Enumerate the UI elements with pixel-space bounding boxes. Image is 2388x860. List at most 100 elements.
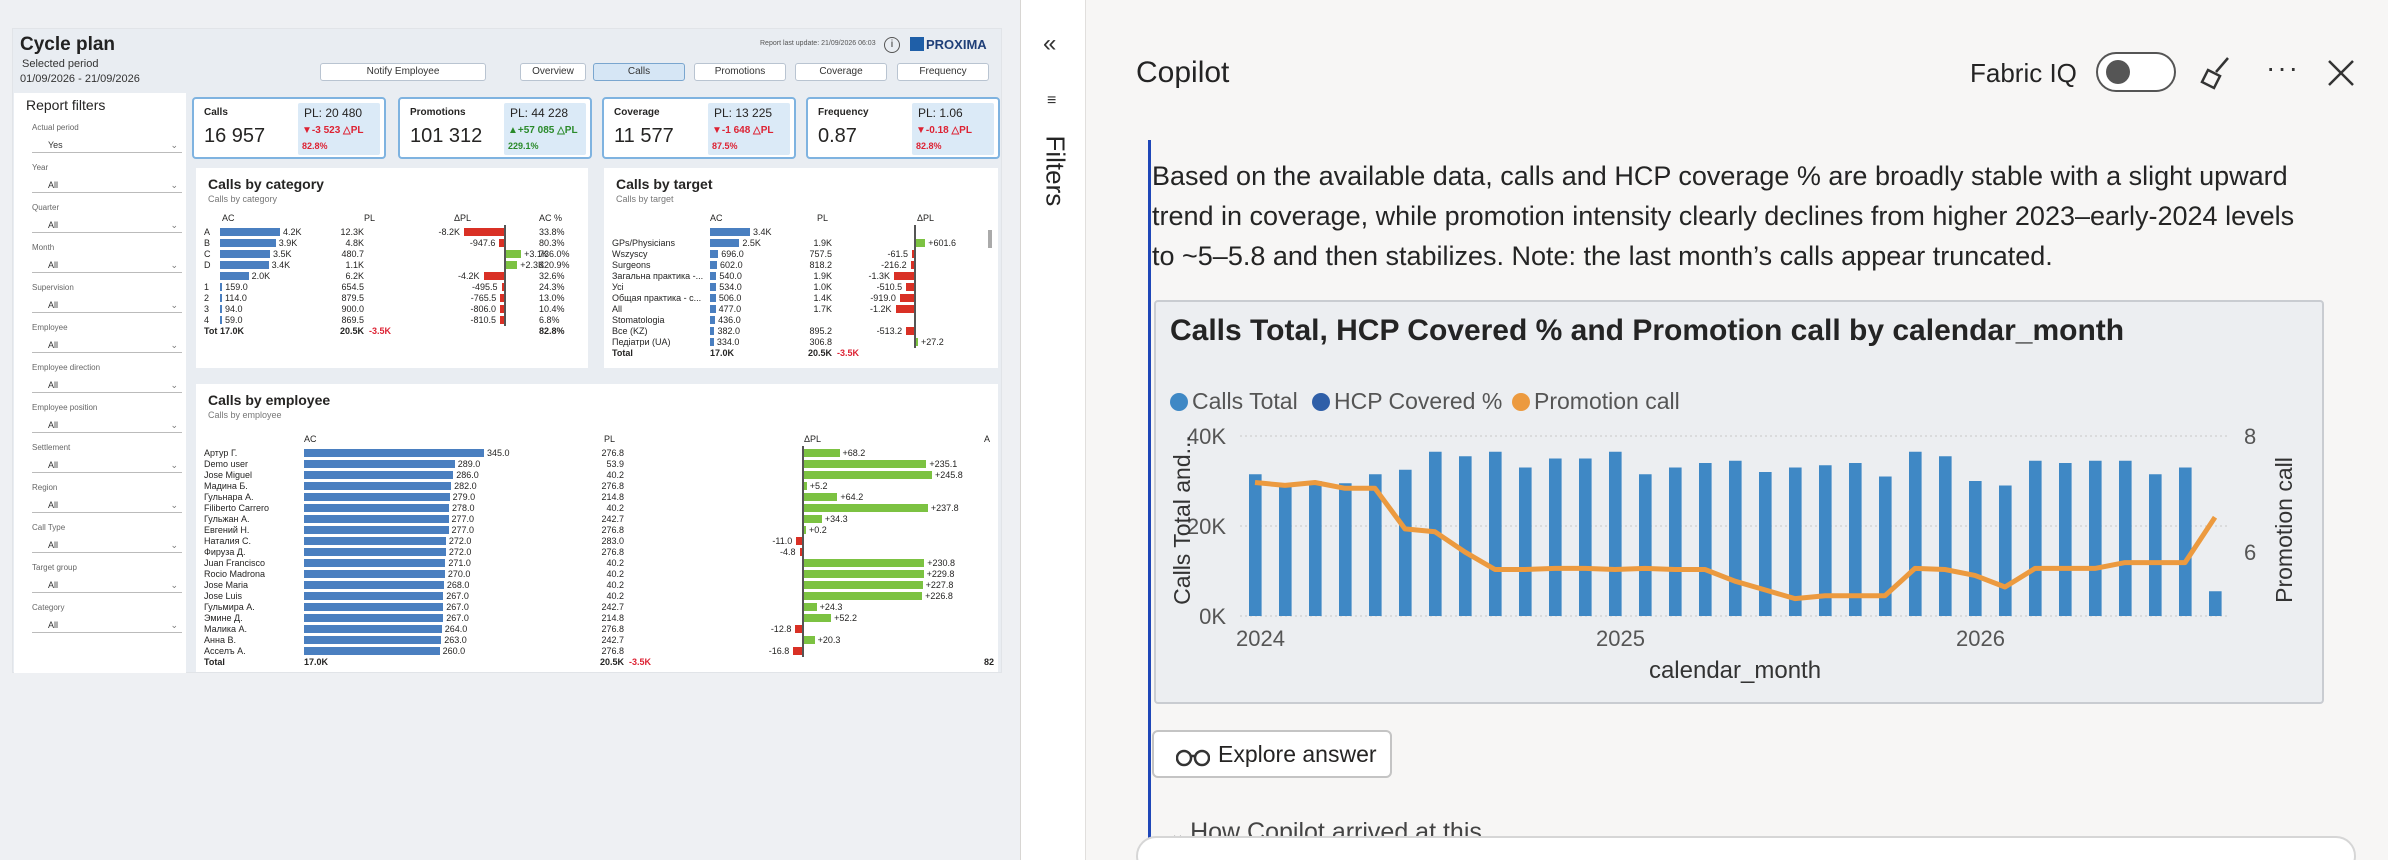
table-row[interactable]: GPs/Physicians 2.5K 1.9K +601.6 [612, 238, 992, 249]
calls-total-bar[interactable] [1759, 472, 1772, 616]
table-row[interactable]: Наталия С. 272.0 283.0 -11.0 [204, 536, 994, 547]
nav-button-promotions[interactable]: Promotions [694, 63, 786, 81]
table-row[interactable]: Stomatologia 436.0 [612, 315, 992, 326]
table-row[interactable]: Rocio Madrona 270.0 40.2 +229.8 [204, 569, 994, 580]
table-row[interactable]: 3 94.0 900.0 -806.0 10.4% [204, 304, 584, 315]
calls-total-bar[interactable] [1249, 474, 1262, 616]
expand-chevron-icon[interactable]: « [1043, 30, 1057, 57]
filter-select[interactable]: All ⌄ [32, 257, 182, 273]
calls-total-bar[interactable] [2089, 460, 2102, 616]
table-row[interactable]: Все (KZ) 382.0 895.2 -513.2 [612, 326, 992, 337]
table-row[interactable]: 1 159.0 654.5 -495.5 24.3% [204, 282, 584, 293]
calls-total-bar[interactable] [1489, 451, 1502, 616]
legend-item-calls-total[interactable]: Calls Total [1170, 388, 1298, 415]
filter-select[interactable]: All ⌄ [32, 297, 182, 313]
table-row[interactable]: Jose Luis 267.0 40.2 +226.8 [204, 591, 994, 602]
calls-total-bar[interactable] [1459, 456, 1472, 616]
calls-total-bar[interactable] [1369, 474, 1382, 616]
table-row[interactable]: Surgeons 602.0 818.2 -216.2 [612, 260, 992, 271]
filter-select[interactable]: All ⌄ [32, 457, 182, 473]
table-row[interactable]: A 4.2K 12.3K -8.2K 33.8% [204, 227, 584, 238]
fabric-iq-toggle[interactable] [2096, 52, 2176, 92]
table-row[interactable]: Filiberto Carrero 278.0 40.2 +237.8 [204, 503, 994, 514]
calls-total-bar[interactable] [1609, 451, 1622, 616]
filter-select[interactable]: All ⌄ [32, 577, 182, 593]
calls-total-bar[interactable] [1549, 458, 1562, 617]
table-row[interactable]: C 3.5K 480.7 +3.1K 736.0% [204, 249, 584, 260]
nav-button-calls[interactable]: Calls [593, 63, 685, 81]
legend-item-hcp-covered[interactable]: HCP Covered % [1312, 388, 1502, 415]
table-row[interactable]: 4 59.0 869.5 -810.5 6.8% [204, 315, 584, 326]
table-row[interactable]: Усі 534.0 1.0K -510.5 [612, 282, 992, 293]
calls-total-bar[interactable] [1639, 474, 1652, 616]
nav-button-coverage[interactable]: Coverage [795, 63, 887, 81]
filter-select[interactable]: All ⌄ [32, 417, 182, 433]
promotion-call-line[interactable] [1254, 480, 2218, 602]
table-row[interactable]: Загальна практика -... 540.0 1.9K -1.3K [612, 271, 992, 282]
table-row[interactable]: Фируза Д. 272.0 276.8 -4.8 [204, 547, 994, 558]
filter-select[interactable]: Yes ⌄ [32, 137, 182, 153]
more-options-icon[interactable]: ··· [2266, 52, 2300, 83]
calls-total-bar[interactable] [2029, 460, 2042, 616]
filter-select[interactable]: All ⌄ [32, 177, 182, 193]
calls-total-bar[interactable] [2179, 467, 2192, 617]
table-row[interactable]: Гульмира А. 267.0 242.7 +24.3 [204, 602, 994, 613]
table-row[interactable]: Анна В. 263.0 242.7 +20.3 [204, 635, 994, 646]
calls-total-bar[interactable] [1789, 467, 1802, 617]
calls-total-bar[interactable] [1849, 463, 1862, 616]
calls-total-bar[interactable] [1309, 481, 1322, 616]
nav-button-frequency[interactable]: Frequency [897, 63, 989, 81]
table-row[interactable]: B 3.9K 4.8K -947.6 80.3% [204, 238, 584, 249]
kpi-card-calls[interactable]: Calls 16 957 PL: 20 480 ▼-3 523 △PL 82.8% [192, 97, 386, 159]
filter-select[interactable]: All ⌄ [32, 217, 182, 233]
nav-button-notify-employee[interactable]: Notify Employee [320, 63, 486, 81]
calls-total-bar[interactable] [1699, 463, 1712, 616]
table-row[interactable]: Wszyscy 696.0 757.5 -61.5 [612, 249, 992, 260]
filter-select[interactable]: All ⌄ [32, 617, 182, 633]
calls-total-bar[interactable] [1879, 476, 1892, 617]
filter-select[interactable]: All ⌄ [32, 337, 182, 353]
scrollbar[interactable] [988, 230, 992, 248]
table-row[interactable]: Гульжан А. 277.0 242.7 +34.3 [204, 514, 994, 525]
table-row[interactable]: 2.0K 6.2K -4.2K 32.6% [204, 271, 584, 282]
calls-total-bar[interactable] [1339, 483, 1352, 616]
filter-select[interactable]: All ⌄ [32, 497, 182, 513]
table-row[interactable]: Артур Г. 345.0 276.8 +68.2 [204, 448, 994, 459]
table-row[interactable]: Евгений Н. 277.0 276.8 +0.2 [204, 525, 994, 536]
calls-total-bar[interactable] [2059, 463, 2072, 616]
kpi-card-promotions[interactable]: Promotions 101 312 PL: 44 228 ▲+57 085 △PL 2… [398, 97, 592, 159]
calls-total-bar[interactable] [1669, 467, 1682, 617]
calls-total-bar[interactable] [2209, 591, 2222, 616]
table-row[interactable]: All 477.0 1.7K -1.2K [612, 304, 992, 315]
nav-button-overview[interactable]: Overview [520, 63, 586, 81]
table-row[interactable]: Jose Maria 268.0 40.2 +227.8 [204, 580, 994, 591]
calls-total-bar[interactable] [1399, 469, 1412, 616]
calls-total-bar[interactable] [1579, 458, 1592, 617]
broom-icon[interactable] [2200, 54, 2234, 90]
calls-total-bar[interactable] [2149, 474, 2162, 616]
calls-total-bar[interactable] [1819, 465, 1832, 616]
info-icon[interactable]: i [884, 37, 900, 53]
table-row[interactable]: Juan Francisco 271.0 40.2 +230.8 [204, 558, 994, 569]
calls-total-bar[interactable] [1279, 485, 1292, 617]
close-icon[interactable] [2326, 58, 2356, 88]
filter-select[interactable]: All ⌄ [32, 537, 182, 553]
legend-item-promotion-call[interactable]: Promotion call [1512, 388, 1680, 415]
chat-input-box[interactable] [1136, 836, 2356, 860]
table-row[interactable]: Гульнара А. 279.0 214.8 +64.2 [204, 492, 994, 503]
table-row[interactable]: Асселъ А. 260.0 276.8 -16.8 [204, 646, 994, 657]
table-row[interactable]: Малика А. 264.0 276.8 -12.8 [204, 624, 994, 635]
table-row[interactable]: Demo user 289.0 53.9 +235.1 [204, 459, 994, 470]
filters-pane-collapsed[interactable]: « ≡ Filters [1021, 0, 1086, 860]
calls-total-bar[interactable] [1969, 481, 1982, 616]
filter-select[interactable]: All ⌄ [32, 377, 182, 393]
calls-total-bar[interactable] [1519, 467, 1532, 617]
calls-total-bar[interactable] [1999, 485, 2012, 617]
table-row[interactable]: D 3.4K 1.1K +2.3K 320.9% [204, 260, 584, 271]
calls-total-bar[interactable] [1939, 456, 1952, 616]
kpi-card-frequency[interactable]: Frequency 0.87 PL: 1.06 ▼-0.18 △PL 82.8% [806, 97, 1000, 159]
table-row[interactable]: Эмине Д. 267.0 214.8 +52.2 [204, 613, 994, 624]
explore-answer-button[interactable]: Explore answer [1152, 730, 1392, 778]
kpi-card-coverage[interactable]: Coverage 11 577 PL: 13 225 ▼-1 648 △PL 87.5% [602, 97, 796, 159]
calls-total-bar[interactable] [1909, 451, 1922, 616]
